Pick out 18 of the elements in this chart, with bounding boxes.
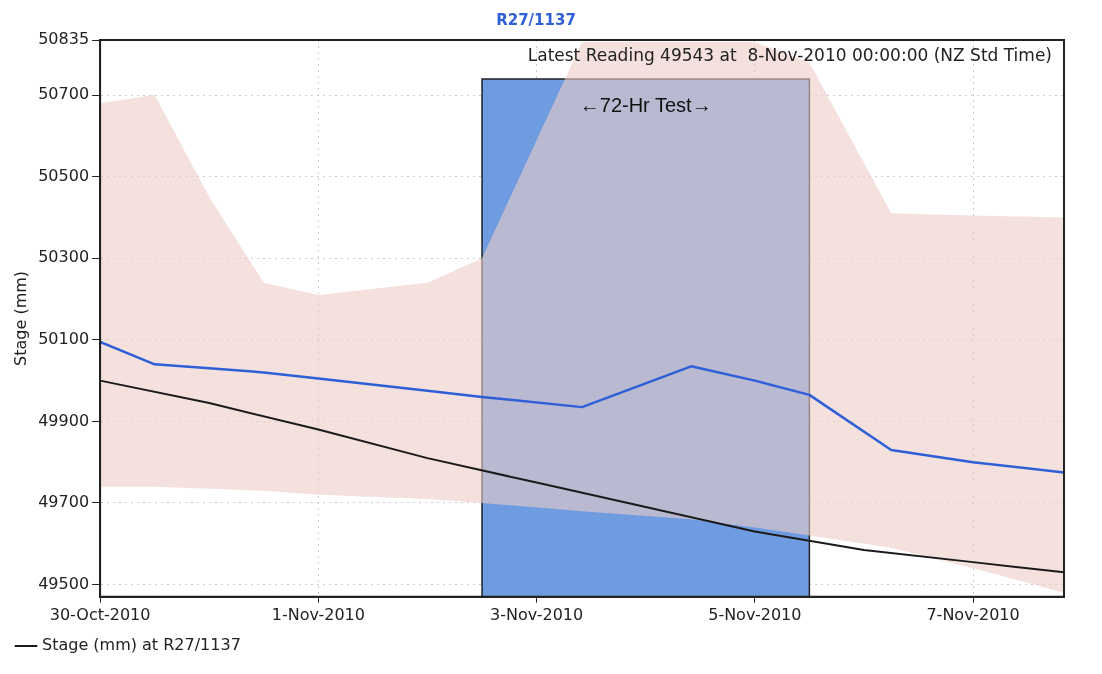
chart-title: R27/1137: [496, 10, 576, 29]
y-tick-label: 49500: [38, 573, 90, 593]
legend-label: Stage (mm) at R27/1137: [42, 635, 241, 655]
y-axis-title: Stage (mm): [10, 270, 30, 366]
y-tick-label: 50100: [38, 328, 90, 348]
y-tick-label: 50500: [38, 165, 90, 185]
y-tick-label: 49700: [38, 492, 90, 512]
x-tick-label: 1-Nov-2010: [271, 604, 365, 624]
x-tick-label: 5-Nov-2010: [708, 604, 802, 624]
x-tick-label: 7-Nov-2010: [926, 604, 1020, 624]
y-tick-label: 50700: [38, 84, 90, 104]
y-tick-label: 49900: [38, 410, 90, 430]
annotation: Latest Reading 49543 at 8-Nov-2010 00:00:00 (NZ Std Time): [527, 44, 1052, 65]
x-tick-label: 3-Nov-2010: [489, 604, 584, 624]
y-tick-label: 50835: [38, 29, 90, 49]
band-label: ←72-Hr Test→: [579, 94, 712, 117]
y-tick-label: 50300: [38, 247, 90, 267]
x-tick-label: 30-Oct-2010: [49, 604, 151, 624]
